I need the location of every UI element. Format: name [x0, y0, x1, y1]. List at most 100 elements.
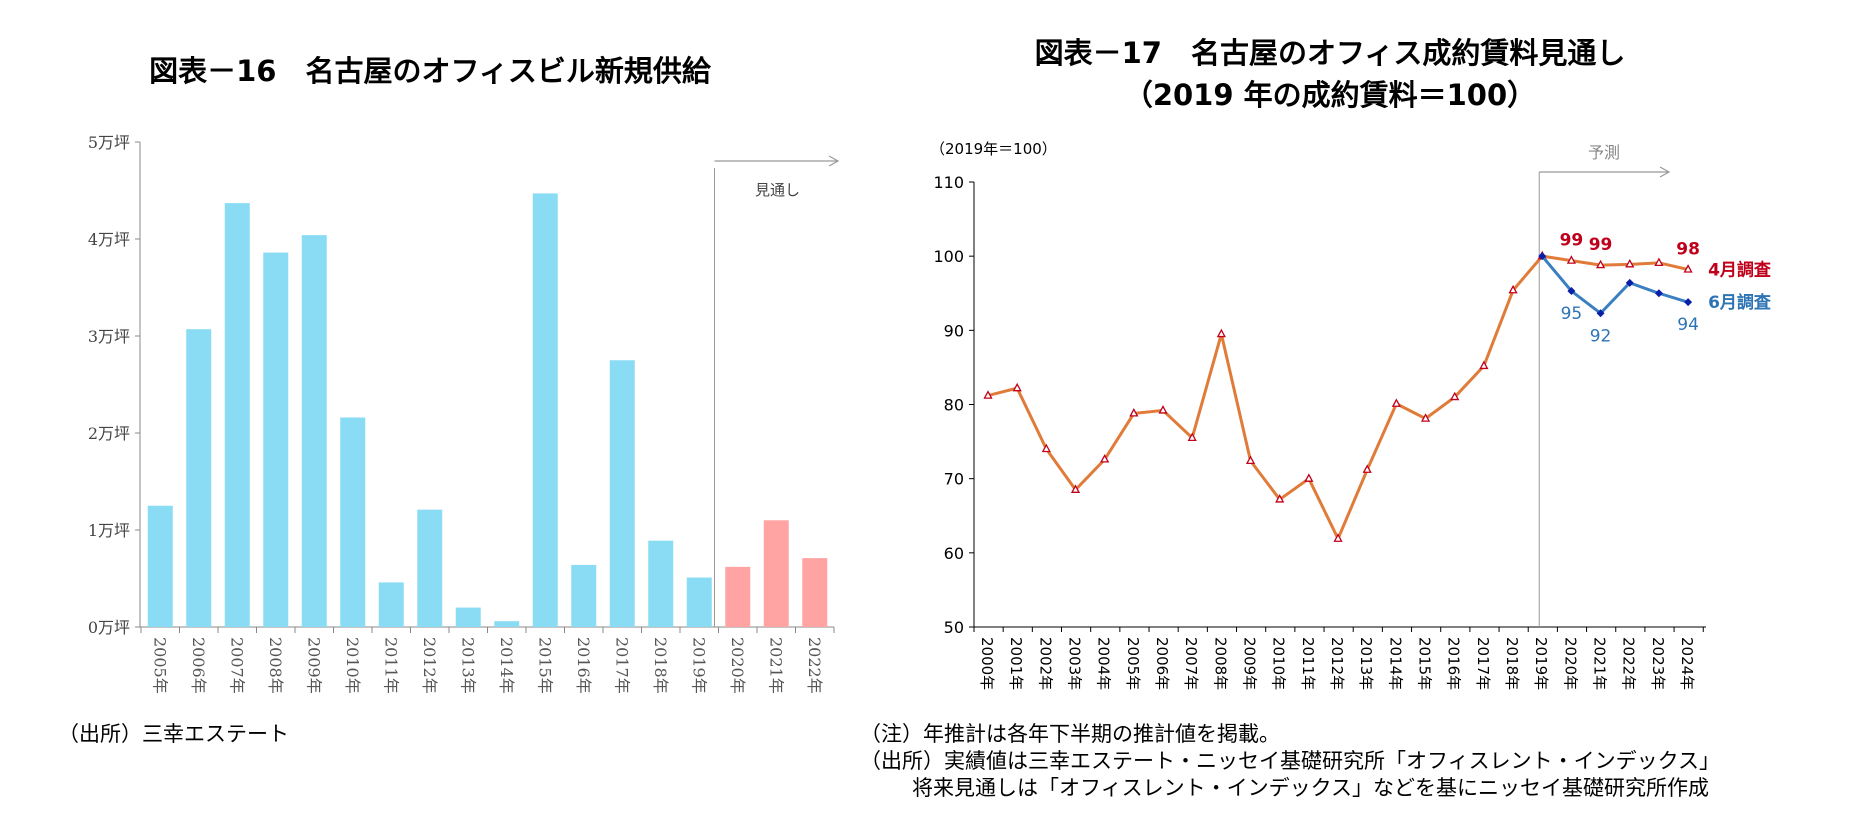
- x-tick-label: 2013年: [458, 637, 477, 694]
- right-chart-title: 図表－17 名古屋のオフィス成約賃料見通し: [1034, 36, 1626, 70]
- bar: [648, 540, 674, 627]
- bar: [609, 360, 635, 627]
- bar: [725, 566, 751, 627]
- right-footnote: （注）年推計は各年下半期の推計値を掲載。: [860, 722, 1280, 746]
- bar: [378, 582, 404, 627]
- x-tick-label: 2015年: [535, 637, 554, 694]
- series-april-point: [1683, 264, 1693, 273]
- y-tick-label: 90: [944, 321, 964, 340]
- x-tick-label: 2014年: [497, 637, 516, 694]
- x-tick-label: 2023年: [1649, 637, 1667, 690]
- data-label: 95: [1561, 304, 1583, 324]
- series-april-point: [1450, 391, 1460, 401]
- right-source-note-2: 将来見通しは「オフィスレント・インデックス」などを基にニッセイ基礎研究所作成: [912, 776, 1709, 800]
- series-april-point: [1362, 464, 1372, 473]
- bar: [494, 621, 520, 627]
- x-tick-label: 2010年: [1270, 637, 1288, 690]
- x-tick-label: 2021年: [1591, 637, 1609, 690]
- series-april-point: [1420, 413, 1431, 422]
- bar: [340, 417, 366, 627]
- x-tick-label: 2016年: [1445, 637, 1463, 690]
- series-april-point: [1275, 494, 1285, 503]
- x-tick-label: 2014年: [1386, 637, 1404, 690]
- x-tick-label: 2018年: [651, 637, 670, 694]
- bar: [147, 505, 173, 627]
- y-tick-label: 0万坪: [88, 618, 130, 637]
- legend-june: 6月調査: [1708, 292, 1772, 313]
- bar: [224, 203, 250, 628]
- y-tick-label: 3万坪: [88, 327, 130, 346]
- series-april-point: [1216, 328, 1226, 338]
- bar: [417, 509, 443, 627]
- series-april-point: [1508, 284, 1518, 294]
- series-april-point: [1304, 473, 1314, 482]
- data-label: 92: [1590, 326, 1612, 346]
- bar: [686, 577, 712, 627]
- x-tick-label: 2000年: [978, 637, 996, 690]
- series-april-point: [1012, 382, 1022, 392]
- x-tick-label: 2007年: [227, 637, 246, 694]
- forecast-arrowhead: [828, 155, 840, 167]
- supply-bar-chart: 0万坪 1万坪 2万坪 3万坪 4万坪 5万坪 2005年 2006年 2007年 2008年 20…: [88, 133, 840, 694]
- x-tick-label: 2005年: [150, 637, 169, 694]
- data-label: 99: [1589, 235, 1613, 255]
- legend-april: 4月調査: [1708, 260, 1772, 281]
- series-april-point: [1333, 533, 1343, 542]
- y-tick-label: 80: [944, 396, 964, 415]
- x-tick-label: 2015年: [1416, 637, 1434, 690]
- series-april-point: [1187, 432, 1197, 442]
- x-tick-label: 2007年: [1182, 637, 1200, 690]
- x-tick-label: 2011年: [1299, 637, 1317, 690]
- bar: [763, 520, 789, 627]
- right-chart-subtitle: （2019 年の成約賃料＝100）: [1123, 78, 1537, 112]
- bar: [263, 252, 289, 627]
- x-tick-label: 2022年: [805, 637, 824, 694]
- bar: [532, 193, 558, 627]
- x-tick-label: 2006年: [189, 637, 208, 694]
- x-tick-label: 2019年: [1532, 637, 1550, 690]
- y-axis-unit: （2019年＝100）: [930, 140, 1057, 158]
- x-tick-label: 2019年: [689, 637, 708, 694]
- x-tick-label: 2022年: [1620, 637, 1638, 690]
- left-chart-title: 図表－16 名古屋のオフィスビル新規供給: [149, 54, 711, 88]
- x-tick-label: 2016年: [574, 637, 593, 694]
- data-label: 98: [1676, 240, 1700, 260]
- bar: [301, 235, 327, 627]
- series-april-point: [1391, 398, 1401, 407]
- series-april-point: [1625, 258, 1635, 268]
- x-tick-label: 2017年: [612, 637, 631, 694]
- x-tick-label: 2012年: [1328, 637, 1346, 690]
- series-june-point: [1596, 309, 1605, 318]
- series-april-point: [983, 390, 993, 399]
- series-april-point: [1129, 408, 1139, 417]
- series-april-point: [1070, 484, 1081, 493]
- x-tick-label: 2020年: [728, 637, 747, 694]
- series-june-line: [1541, 255, 1689, 316]
- series-june-point: [1567, 287, 1576, 296]
- x-tick-label: 2002年: [1036, 637, 1054, 690]
- x-tick-label: 2024年: [1678, 637, 1696, 690]
- x-tick-label: 2020年: [1561, 637, 1579, 690]
- series-april-point: [1654, 257, 1664, 266]
- bar: [802, 558, 828, 627]
- y-tick-label: 5万坪: [88, 133, 130, 152]
- y-tick-label: 110: [933, 173, 964, 192]
- left-source-note: （出所）三幸エステート: [58, 722, 289, 746]
- x-tick-label: 2003年: [1066, 637, 1084, 690]
- x-tick-label: 2017年: [1474, 637, 1492, 690]
- y-tick-label: 2万坪: [88, 424, 130, 443]
- series-june-point: [1625, 278, 1634, 287]
- series-april-point: [1100, 454, 1110, 463]
- y-tick-label: 1万坪: [88, 521, 130, 540]
- x-tick-label: 2018年: [1503, 637, 1521, 690]
- data-label: 94: [1677, 315, 1699, 335]
- series-april-point: [1595, 259, 1606, 269]
- rent-line-chart: （2019年＝100） 50 60 70 80 90 100 110 2000年 2001年 200…: [930, 140, 1772, 690]
- x-tick-label: 2011年: [381, 637, 400, 694]
- series-april-point: [1041, 443, 1051, 453]
- x-tick-label: 2005年: [1124, 637, 1142, 690]
- x-tick-label: 2013年: [1357, 637, 1375, 690]
- data-label: 99: [1560, 231, 1584, 251]
- x-tick-label: 2008年: [1211, 637, 1229, 690]
- x-tick-label: 2008年: [266, 637, 285, 694]
